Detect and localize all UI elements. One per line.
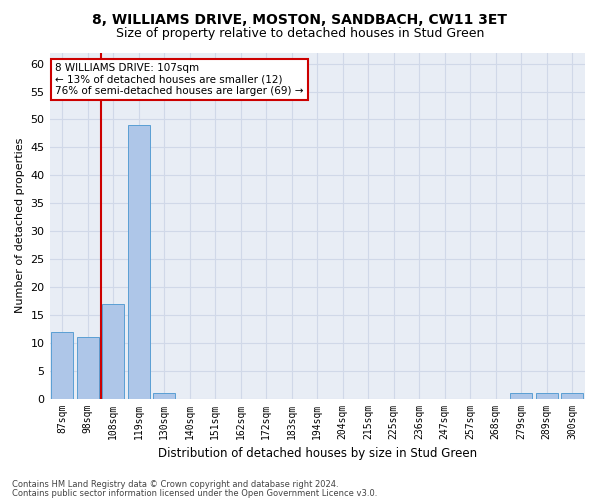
Text: Size of property relative to detached houses in Stud Green: Size of property relative to detached ho… xyxy=(116,28,484,40)
Text: 8 WILLIAMS DRIVE: 107sqm
← 13% of detached houses are smaller (12)
76% of semi-d: 8 WILLIAMS DRIVE: 107sqm ← 13% of detach… xyxy=(55,63,304,96)
Bar xyxy=(154,393,175,398)
Text: Contains public sector information licensed under the Open Government Licence v3: Contains public sector information licen… xyxy=(12,488,377,498)
X-axis label: Distribution of detached houses by size in Stud Green: Distribution of detached houses by size … xyxy=(158,447,477,460)
Bar xyxy=(562,393,583,398)
Text: Contains HM Land Registry data © Crown copyright and database right 2024.: Contains HM Land Registry data © Crown c… xyxy=(12,480,338,489)
Y-axis label: Number of detached properties: Number of detached properties xyxy=(15,138,25,313)
Bar xyxy=(103,304,124,398)
Bar xyxy=(536,393,557,398)
Bar xyxy=(128,125,149,398)
Bar xyxy=(77,337,98,398)
Text: 8, WILLIAMS DRIVE, MOSTON, SANDBACH, CW11 3ET: 8, WILLIAMS DRIVE, MOSTON, SANDBACH, CW1… xyxy=(92,12,508,26)
Bar xyxy=(511,393,532,398)
Bar xyxy=(52,332,73,398)
